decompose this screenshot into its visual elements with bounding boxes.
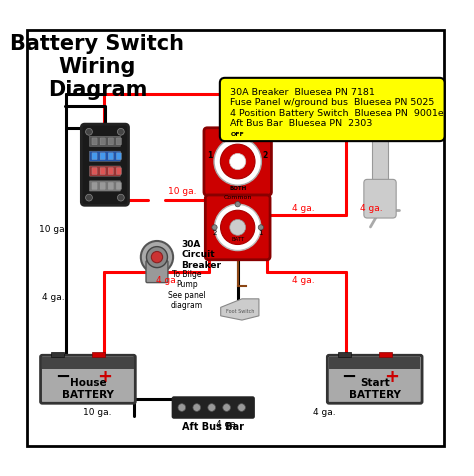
Text: 4 ga.: 4 ga. [360,204,383,213]
FancyBboxPatch shape [90,181,120,191]
Text: OFF: OFF [231,132,245,138]
FancyBboxPatch shape [364,179,396,218]
FancyBboxPatch shape [350,91,410,140]
FancyBboxPatch shape [173,397,254,418]
Circle shape [220,210,255,245]
FancyBboxPatch shape [100,168,105,175]
Text: BATT: BATT [231,237,244,242]
Text: Start
BATTERY: Start BATTERY [349,378,401,400]
Circle shape [220,144,255,179]
FancyBboxPatch shape [92,183,97,189]
Circle shape [212,225,217,230]
Text: 1: 1 [259,229,263,236]
Text: To Bilge
Pump
See panel
diagram: To Bilge Pump See panel diagram [168,270,206,310]
FancyBboxPatch shape [90,166,120,176]
Text: BOTH: BOTH [229,186,246,190]
Text: 2: 2 [212,229,217,236]
Text: House
BATTERY: House BATTERY [62,378,114,400]
FancyBboxPatch shape [108,183,113,189]
Circle shape [178,404,186,411]
Circle shape [258,225,264,230]
Text: 1: 1 [208,151,213,160]
Text: 10 ga.: 10 ga. [83,407,112,416]
Text: 4 ga.: 4 ga. [216,420,238,429]
Text: 4 ga.: 4 ga. [313,407,336,416]
Text: 30A
Circuit
Breaker: 30A Circuit Breaker [182,240,222,270]
FancyBboxPatch shape [82,124,128,205]
Circle shape [229,153,246,169]
FancyBboxPatch shape [338,353,351,357]
Text: Battery Switch
Wiring
Diagram: Battery Switch Wiring Diagram [10,34,184,100]
FancyBboxPatch shape [92,168,97,175]
Text: Foot Switch: Foot Switch [226,309,254,314]
Circle shape [215,204,261,250]
FancyBboxPatch shape [373,132,388,185]
Circle shape [230,219,246,235]
Text: +: + [97,368,112,386]
FancyBboxPatch shape [329,357,420,369]
FancyBboxPatch shape [116,168,121,175]
Text: +: + [383,368,399,386]
Circle shape [86,129,92,135]
Text: 4 ga.: 4 ga. [42,293,64,302]
Circle shape [86,194,92,201]
FancyBboxPatch shape [100,138,105,145]
Text: Aft Bus Bar: Aft Bus Bar [182,422,244,432]
Circle shape [118,129,124,135]
FancyBboxPatch shape [90,151,120,161]
Circle shape [223,404,230,411]
Circle shape [235,201,240,207]
FancyBboxPatch shape [92,353,105,357]
FancyBboxPatch shape [100,153,105,159]
Text: −: − [55,368,70,386]
FancyBboxPatch shape [92,153,97,159]
FancyBboxPatch shape [146,261,168,283]
FancyBboxPatch shape [220,78,445,141]
FancyBboxPatch shape [51,353,64,357]
Text: 4 ga.: 4 ga. [292,204,315,213]
Text: 2: 2 [263,151,268,160]
Text: 4 ga.: 4 ga. [292,276,315,285]
Circle shape [151,251,163,263]
Text: Common: Common [224,195,252,200]
FancyBboxPatch shape [328,355,422,403]
FancyBboxPatch shape [116,153,121,159]
FancyBboxPatch shape [92,138,97,145]
FancyBboxPatch shape [90,136,120,147]
Polygon shape [221,299,259,320]
FancyBboxPatch shape [116,138,121,145]
FancyBboxPatch shape [41,355,135,403]
Text: −: − [342,368,357,386]
Text: 10 ga.: 10 ga. [168,187,197,196]
FancyBboxPatch shape [108,168,113,175]
Text: 10 ga.: 10 ga. [38,225,67,234]
Circle shape [208,404,216,411]
Text: 30A Breaker  Bluesea PN 7181
Fuse Panel w/ground bus  Bluesea PN 5025
4 Position: 30A Breaker Bluesea PN 7181 Fuse Panel w… [230,88,444,128]
FancyBboxPatch shape [379,353,392,357]
FancyBboxPatch shape [205,195,270,260]
FancyBboxPatch shape [108,153,113,159]
FancyBboxPatch shape [204,128,272,195]
FancyBboxPatch shape [100,183,105,189]
Text: 4 ga.: 4 ga. [156,276,179,285]
Circle shape [118,194,124,201]
FancyBboxPatch shape [42,357,134,369]
Circle shape [238,404,246,411]
Circle shape [193,404,201,411]
Circle shape [146,247,167,268]
Circle shape [141,241,173,273]
Circle shape [214,138,261,185]
FancyBboxPatch shape [108,138,113,145]
FancyBboxPatch shape [116,183,121,189]
